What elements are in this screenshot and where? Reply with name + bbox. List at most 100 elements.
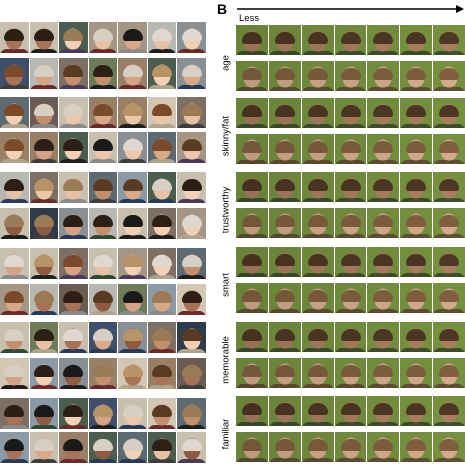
face-photo — [433, 134, 465, 164]
face-photo — [301, 322, 334, 352]
face-grid-row — [0, 432, 207, 463]
face-photo — [118, 284, 147, 315]
face-photo — [433, 396, 465, 426]
face-photo — [268, 208, 301, 238]
face-strip-female — [236, 358, 465, 388]
face-photo — [118, 432, 147, 463]
face-photo — [236, 358, 268, 388]
face-photo — [0, 97, 29, 128]
trait-label-smart: smart — [220, 273, 232, 297]
face-photo — [433, 208, 465, 238]
face-photo — [88, 248, 118, 279]
trait-label-familiar: familiar — [220, 418, 232, 450]
trait-label-memorable: memorable — [220, 336, 232, 384]
face-photo — [118, 172, 147, 203]
face-photo — [177, 97, 207, 128]
face-photo — [367, 134, 400, 164]
face-photo — [334, 134, 367, 164]
face-photo — [59, 248, 88, 279]
face-photo — [29, 172, 59, 203]
face-photo — [367, 322, 400, 352]
face-photo — [88, 398, 118, 429]
face-photo — [177, 432, 207, 463]
face-photo — [236, 172, 268, 202]
face-photo — [334, 432, 367, 462]
face-photo — [334, 358, 367, 388]
face-photo — [118, 97, 147, 128]
face-photo — [147, 58, 177, 89]
face-photo — [147, 22, 177, 53]
face-photo — [268, 134, 301, 164]
face-photo — [301, 134, 334, 164]
face-photo — [88, 284, 118, 315]
face-photo — [59, 22, 88, 53]
face-photo — [0, 284, 29, 315]
face-grid-row — [0, 358, 207, 389]
face-photo — [367, 247, 400, 277]
face-strip-female — [236, 283, 465, 313]
face-photo — [177, 284, 207, 315]
face-photo — [0, 248, 29, 279]
face-photo — [433, 98, 465, 128]
face-photo — [367, 172, 400, 202]
face-photo — [59, 97, 88, 128]
face-photo — [0, 398, 29, 429]
face-grid-row — [0, 22, 207, 53]
face-photo — [334, 61, 367, 91]
face-grid-row — [0, 248, 207, 279]
face-photo — [236, 247, 268, 277]
face-photo — [236, 322, 268, 352]
face-photo — [147, 284, 177, 315]
face-photo — [334, 25, 367, 55]
trait-label-age: age — [220, 55, 232, 71]
face-photo — [400, 172, 433, 202]
face-grid-row — [0, 208, 207, 239]
face-photo — [88, 172, 118, 203]
face-photo — [59, 432, 88, 463]
face-photo — [59, 172, 88, 203]
direction-arrow-icon — [237, 5, 464, 13]
face-photo — [236, 61, 268, 91]
face-photo — [29, 248, 59, 279]
face-strip-female — [236, 134, 465, 164]
face-photo — [400, 432, 433, 462]
face-photo — [334, 247, 367, 277]
face-photo — [301, 172, 334, 202]
face-photo — [268, 432, 301, 462]
face-strip-male — [236, 98, 465, 128]
face-photo — [400, 283, 433, 313]
face-photo — [433, 322, 465, 352]
face-photo — [118, 358, 147, 389]
face-strip-male — [236, 25, 465, 55]
face-grid-row — [0, 322, 207, 353]
face-photo — [268, 61, 301, 91]
face-photo — [59, 208, 88, 239]
face-photo — [0, 58, 29, 89]
face-photo — [268, 283, 301, 313]
face-grid-row — [0, 97, 207, 128]
face-photo — [400, 322, 433, 352]
face-photo — [236, 432, 268, 462]
face-photo — [400, 61, 433, 91]
face-photo — [88, 58, 118, 89]
face-photo — [0, 322, 29, 353]
face-photo — [147, 132, 177, 163]
face-grid-row — [0, 172, 207, 203]
trait-label-trustworthy: trustworthy — [220, 186, 232, 234]
face-photo — [367, 98, 400, 128]
face-photo — [268, 358, 301, 388]
face-photo — [147, 432, 177, 463]
face-photo — [59, 358, 88, 389]
face-photo — [268, 396, 301, 426]
face-photo — [88, 358, 118, 389]
face-photo — [118, 58, 147, 89]
face-photo — [0, 132, 29, 163]
face-photo — [301, 432, 334, 462]
face-grid-row — [0, 398, 207, 429]
face-photo — [301, 247, 334, 277]
face-photo — [334, 172, 367, 202]
face-photo — [88, 97, 118, 128]
face-photo — [118, 322, 147, 353]
face-photo — [301, 283, 334, 313]
face-photo — [118, 22, 147, 53]
